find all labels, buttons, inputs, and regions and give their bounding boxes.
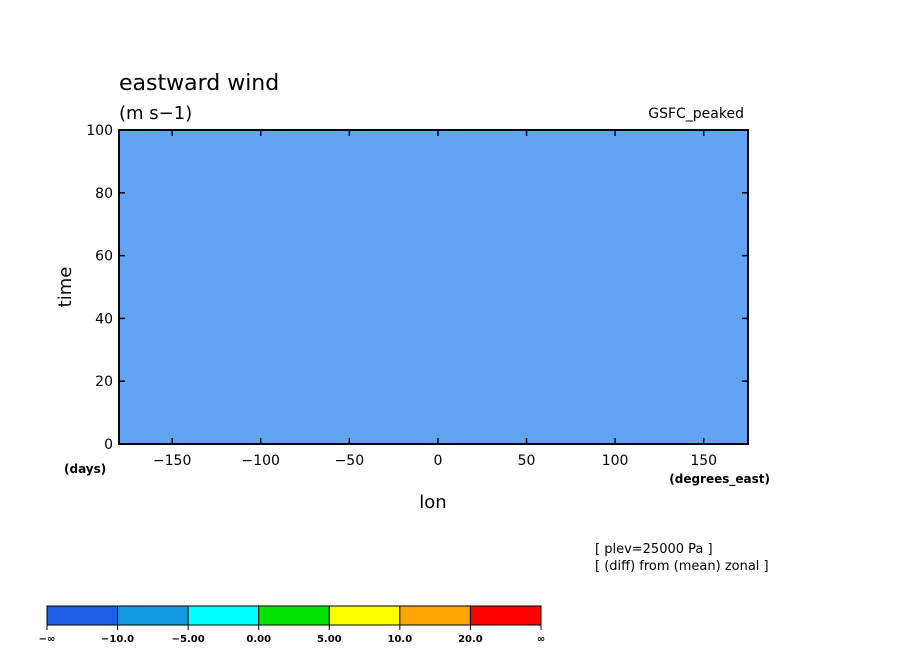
colorbar-label: −10.0 bbox=[101, 634, 134, 645]
x-axis: −150 −100 −50 0 50 100 150 bbox=[153, 130, 717, 469]
colorbar-label: 5.00 bbox=[317, 634, 342, 645]
x-tick-label: 0 bbox=[433, 453, 442, 469]
y-tick-label: 100 bbox=[86, 123, 113, 139]
y-axis-units: (days) bbox=[64, 462, 106, 476]
x-axis-label: lon bbox=[419, 492, 446, 513]
x-tick-label: 50 bbox=[518, 453, 536, 469]
colorbar-label: −∞ bbox=[39, 634, 56, 645]
colorbar-swatch bbox=[399, 605, 471, 626]
colorbar-label: 20.0 bbox=[458, 634, 483, 645]
colorbar-swatch bbox=[117, 605, 189, 626]
x-tick-label: 150 bbox=[690, 453, 717, 469]
x-tick-label: −150 bbox=[153, 453, 191, 469]
y-tick-label: 60 bbox=[95, 249, 113, 265]
note-plev: [ plev=25000 Pa ] bbox=[595, 542, 713, 557]
y-tick-label: 20 bbox=[95, 374, 113, 390]
dataset-tag: GSFC_peaked bbox=[648, 106, 744, 122]
y-axis-label: time bbox=[55, 267, 76, 308]
y-axis: 0 20 40 60 80 100 bbox=[86, 123, 748, 453]
x-tick-label: −100 bbox=[242, 453, 280, 469]
colorbar: −∞ −10.0 −5.00 0.00 5.00 10.0 20.0 ∞ bbox=[39, 605, 545, 645]
colorbar-label: −5.00 bbox=[172, 634, 205, 645]
colorbar-swatch bbox=[258, 605, 330, 626]
heatmap-field bbox=[119, 130, 748, 444]
colorbar-label: ∞ bbox=[537, 634, 545, 645]
y-tick-label: 40 bbox=[95, 311, 113, 327]
x-axis-units: (degrees_east) bbox=[669, 472, 770, 487]
y-tick-label: 0 bbox=[104, 437, 113, 453]
colorbar-swatch bbox=[469, 605, 542, 626]
colorbar-label: 0.00 bbox=[246, 634, 271, 645]
plot-frame bbox=[118, 129, 749, 445]
colorbar-swatch bbox=[328, 605, 401, 626]
x-tick-label: 100 bbox=[602, 453, 629, 469]
colorbar-swatch bbox=[46, 605, 119, 626]
colorbar-label: 10.0 bbox=[388, 634, 413, 645]
x-tick-label: −50 bbox=[335, 453, 365, 469]
note-diff: [ (diff) from (mean) zonal ] bbox=[595, 559, 769, 574]
chart-units: (m s−1) bbox=[119, 103, 192, 124]
chart-title: eastward wind bbox=[119, 71, 279, 96]
colorbar-swatch bbox=[187, 605, 260, 626]
y-tick-label: 80 bbox=[95, 186, 113, 202]
